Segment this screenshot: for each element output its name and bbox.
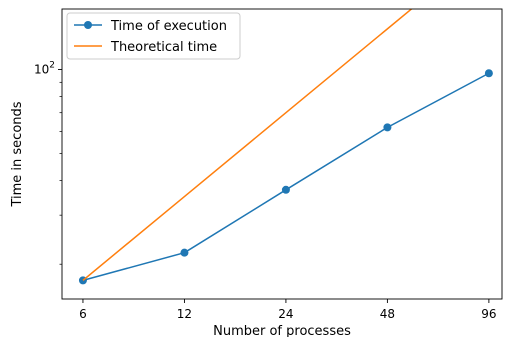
legend: Time of execution Theoretical time <box>66 12 241 60</box>
legend-label-theoretical-time: Theoretical time <box>110 40 217 55</box>
x-tick-label: 6 <box>79 307 87 321</box>
x-axis: 6 12 24 48 96 <box>79 299 497 321</box>
series-layer <box>78 9 493 285</box>
x-tick-label: 24 <box>278 307 293 321</box>
data-point-time-of-execution <box>484 69 493 78</box>
legend-box <box>66 12 241 60</box>
plot-frame <box>61 8 503 300</box>
legend-label-time-of-execution: Time of execution <box>110 19 227 34</box>
data-point-time-of-execution <box>383 123 392 132</box>
x-tick-label: 48 <box>380 307 395 321</box>
y-axis: 102 <box>34 61 62 265</box>
series-line-theoretical-time <box>82 9 413 281</box>
data-point-time-of-execution <box>281 185 290 194</box>
series-line-time-of-execution <box>82 72 490 282</box>
y-tick-label: 102 <box>34 61 55 77</box>
legend-marker-time-of-execution <box>84 21 92 29</box>
x-axis-label: Number of processes <box>213 324 351 337</box>
x-tick-label: 12 <box>177 307 192 321</box>
x-tick-label: 96 <box>481 307 496 321</box>
data-point-time-of-execution <box>180 248 189 257</box>
y-axis-label: Time in seconds <box>10 101 25 207</box>
